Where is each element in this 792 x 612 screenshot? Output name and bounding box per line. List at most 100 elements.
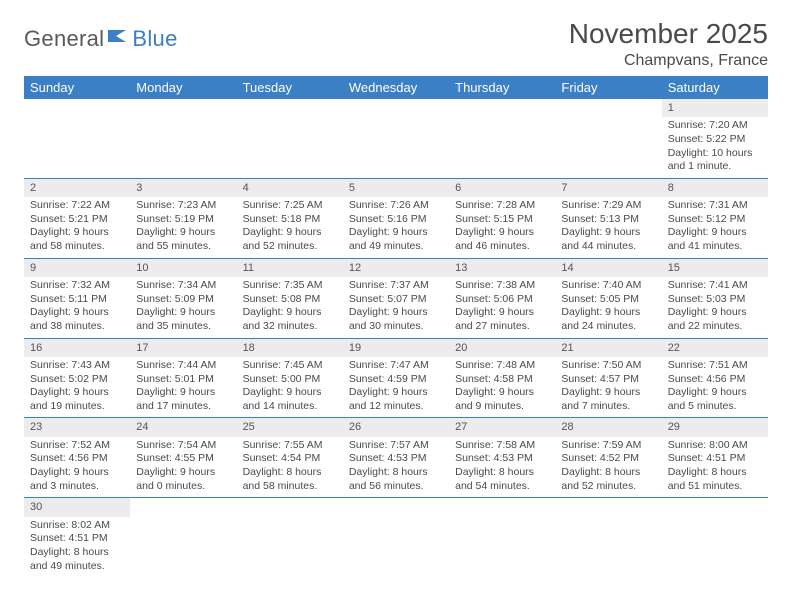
daylight-line: Daylight: 9 hours and 49 minutes.	[349, 226, 443, 253]
day-number-cell: 25	[237, 418, 343, 437]
day-number-cell: 26	[343, 418, 449, 437]
day-number-cell: 4	[237, 178, 343, 197]
day-info-cell: Sunrise: 7:59 AMSunset: 4:52 PMDaylight:…	[555, 437, 661, 498]
logo-text-general: General	[24, 26, 104, 52]
daylight-line: Daylight: 8 hours and 56 minutes.	[349, 466, 443, 493]
daylight-line: Daylight: 9 hours and 41 minutes.	[668, 226, 762, 253]
sunset-line: Sunset: 5:03 PM	[668, 293, 762, 307]
daylight-line: Daylight: 9 hours and 38 minutes.	[30, 306, 124, 333]
logo: General Blue	[24, 26, 178, 52]
day-number-cell: 29	[662, 418, 768, 437]
sunrise-line: Sunrise: 7:38 AM	[455, 279, 549, 293]
sunset-line: Sunset: 4:51 PM	[668, 452, 762, 466]
sunset-line: Sunset: 4:52 PM	[561, 452, 655, 466]
day-number-cell: 27	[449, 418, 555, 437]
sunrise-line: Sunrise: 7:45 AM	[243, 359, 337, 373]
daylight-line: Daylight: 8 hours and 49 minutes.	[30, 546, 124, 573]
day-info-cell	[555, 117, 661, 178]
day-number-cell	[24, 99, 130, 117]
day-number-cell: 2	[24, 178, 130, 197]
weekday-header: Tuesday	[237, 76, 343, 99]
sunset-line: Sunset: 4:56 PM	[30, 452, 124, 466]
sunrise-line: Sunrise: 7:25 AM	[243, 199, 337, 213]
day-info-cell	[449, 517, 555, 578]
weekday-header-row: SundayMondayTuesdayWednesdayThursdayFrid…	[24, 76, 768, 99]
day-number-cell: 20	[449, 338, 555, 357]
day-number-cell: 21	[555, 338, 661, 357]
day-info-cell	[24, 117, 130, 178]
day-number-row: 30	[24, 498, 768, 517]
day-number-cell: 5	[343, 178, 449, 197]
weekday-header: Thursday	[449, 76, 555, 99]
daylight-line: Daylight: 9 hours and 55 minutes.	[136, 226, 230, 253]
day-number-cell	[237, 99, 343, 117]
sunrise-line: Sunrise: 7:55 AM	[243, 439, 337, 453]
sunrise-line: Sunrise: 7:29 AM	[561, 199, 655, 213]
daylight-line: Daylight: 9 hours and 32 minutes.	[243, 306, 337, 333]
day-number-cell	[449, 99, 555, 117]
daylight-line: Daylight: 9 hours and 52 minutes.	[243, 226, 337, 253]
header: General Blue November 2025 Champvans, Fr…	[24, 18, 768, 70]
day-info-row: Sunrise: 7:20 AMSunset: 5:22 PMDaylight:…	[24, 117, 768, 178]
day-number-cell: 17	[130, 338, 236, 357]
day-info-row: Sunrise: 7:43 AMSunset: 5:02 PMDaylight:…	[24, 357, 768, 418]
sunset-line: Sunset: 5:07 PM	[349, 293, 443, 307]
sunrise-line: Sunrise: 7:43 AM	[30, 359, 124, 373]
daylight-line: Daylight: 9 hours and 14 minutes.	[243, 386, 337, 413]
sunrise-line: Sunrise: 7:59 AM	[561, 439, 655, 453]
day-info-cell	[237, 117, 343, 178]
day-number-cell: 16	[24, 338, 130, 357]
day-number-cell	[130, 498, 236, 517]
sunrise-line: Sunrise: 7:32 AM	[30, 279, 124, 293]
daylight-line: Daylight: 8 hours and 58 minutes.	[243, 466, 337, 493]
sunrise-line: Sunrise: 7:34 AM	[136, 279, 230, 293]
day-info-cell: Sunrise: 8:00 AMSunset: 4:51 PMDaylight:…	[662, 437, 768, 498]
weekday-header: Sunday	[24, 76, 130, 99]
sunrise-line: Sunrise: 7:20 AM	[668, 119, 762, 133]
daylight-line: Daylight: 9 hours and 24 minutes.	[561, 306, 655, 333]
day-info-cell: Sunrise: 7:47 AMSunset: 4:59 PMDaylight:…	[343, 357, 449, 418]
day-number-cell: 7	[555, 178, 661, 197]
day-info-cell: Sunrise: 7:34 AMSunset: 5:09 PMDaylight:…	[130, 277, 236, 338]
day-number-cell: 14	[555, 258, 661, 277]
day-number-cell: 23	[24, 418, 130, 437]
day-number-cell	[662, 498, 768, 517]
sunset-line: Sunset: 4:53 PM	[455, 452, 549, 466]
weekday-header: Wednesday	[343, 76, 449, 99]
sunrise-line: Sunrise: 7:48 AM	[455, 359, 549, 373]
sunset-line: Sunset: 4:57 PM	[561, 373, 655, 387]
sunset-line: Sunset: 4:51 PM	[30, 532, 124, 546]
day-info-cell: Sunrise: 7:22 AMSunset: 5:21 PMDaylight:…	[24, 197, 130, 258]
sunrise-line: Sunrise: 7:22 AM	[30, 199, 124, 213]
sunrise-line: Sunrise: 7:58 AM	[455, 439, 549, 453]
day-info-cell: Sunrise: 7:23 AMSunset: 5:19 PMDaylight:…	[130, 197, 236, 258]
daylight-line: Daylight: 9 hours and 30 minutes.	[349, 306, 443, 333]
day-number-cell	[555, 99, 661, 117]
day-info-cell	[237, 517, 343, 578]
day-info-cell	[449, 117, 555, 178]
day-info-cell: Sunrise: 7:43 AMSunset: 5:02 PMDaylight:…	[24, 357, 130, 418]
sunrise-line: Sunrise: 7:52 AM	[30, 439, 124, 453]
weekday-header: Monday	[130, 76, 236, 99]
sunrise-line: Sunrise: 7:47 AM	[349, 359, 443, 373]
sunrise-line: Sunrise: 7:51 AM	[668, 359, 762, 373]
day-number-row: 9101112131415	[24, 258, 768, 277]
day-info-cell	[343, 117, 449, 178]
day-number-cell	[237, 498, 343, 517]
day-info-cell	[343, 517, 449, 578]
sunrise-line: Sunrise: 7:28 AM	[455, 199, 549, 213]
daylight-line: Daylight: 9 hours and 12 minutes.	[349, 386, 443, 413]
sunrise-line: Sunrise: 7:37 AM	[349, 279, 443, 293]
sunset-line: Sunset: 5:19 PM	[136, 213, 230, 227]
sunrise-line: Sunrise: 7:54 AM	[136, 439, 230, 453]
sunset-line: Sunset: 5:01 PM	[136, 373, 230, 387]
sunrise-line: Sunrise: 7:44 AM	[136, 359, 230, 373]
daylight-line: Daylight: 9 hours and 22 minutes.	[668, 306, 762, 333]
day-info-cell: Sunrise: 7:44 AMSunset: 5:01 PMDaylight:…	[130, 357, 236, 418]
sunset-line: Sunset: 4:56 PM	[668, 373, 762, 387]
day-number-row: 16171819202122	[24, 338, 768, 357]
sunrise-line: Sunrise: 7:41 AM	[668, 279, 762, 293]
sunrise-line: Sunrise: 8:00 AM	[668, 439, 762, 453]
day-info-cell: Sunrise: 7:32 AMSunset: 5:11 PMDaylight:…	[24, 277, 130, 338]
calendar-table: SundayMondayTuesdayWednesdayThursdayFrid…	[24, 76, 768, 577]
